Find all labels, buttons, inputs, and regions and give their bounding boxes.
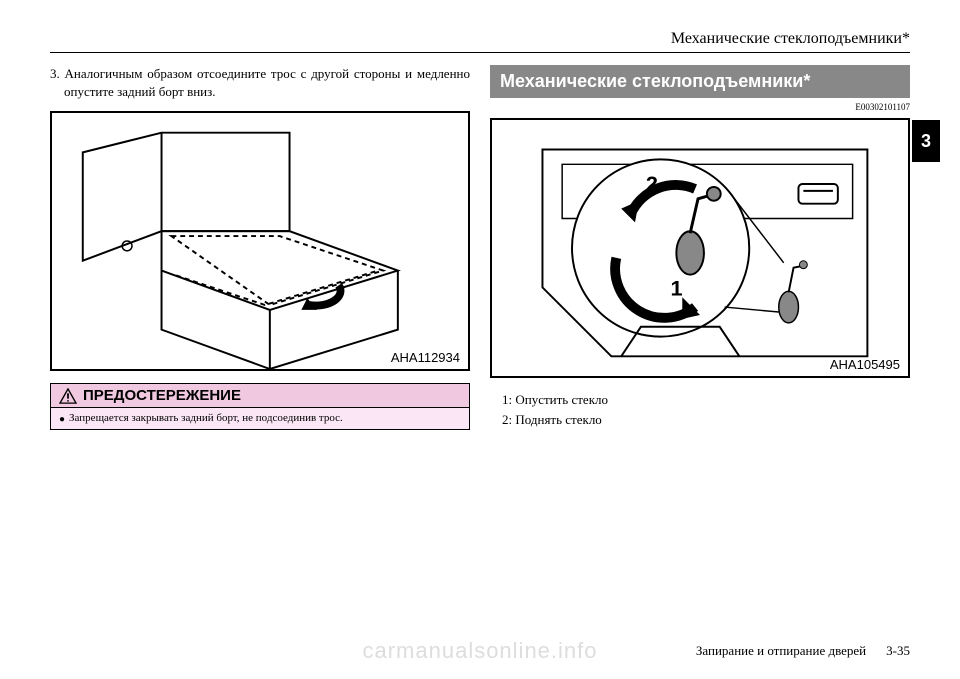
page-header: Механические стеклоподъемники* (50, 30, 910, 53)
warning-icon (59, 388, 77, 404)
crank-illustration: 2 1 (492, 120, 908, 376)
step-text: 3. Аналогичным образом отсоедините трос … (50, 65, 470, 101)
crank-number-2: 2 (646, 171, 658, 196)
doc-code: E00302101107 (490, 102, 910, 112)
caution-title: ПРЕДОСТЕРЕЖЕНИЕ (83, 387, 241, 404)
caution-box: ПРЕДОСТЕРЕЖЕНИЕ ● Запрещается закрывать … (50, 383, 470, 430)
figure-label-right: AHA105495 (830, 357, 900, 372)
legend-item-1: 1: Опустить стекло (502, 390, 910, 410)
content-area: 3. Аналогичным образом отсоедините трос … (50, 65, 910, 430)
right-column: Механические стеклоподъемники* E00302101… (490, 65, 910, 430)
page-footer: Запирание и отпирание дверей 3-35 (696, 643, 910, 659)
tailgate-illustration (52, 113, 468, 369)
crank-number-1: 1 (670, 275, 682, 300)
page-number: 3-35 (886, 643, 910, 659)
watermark: carmanualsonline.info (362, 638, 597, 664)
legend-item-2: 2: Поднять стекло (502, 410, 910, 430)
legend: 1: Опустить стекло 2: Поднять стекло (490, 390, 910, 429)
section-banner: Механические стеклоподъемники* (490, 65, 910, 98)
header-title: Механические стеклоподъемники* (671, 30, 910, 48)
side-tab: 3 (912, 120, 940, 162)
left-column: 3. Аналогичным образом отсоедините трос … (50, 65, 470, 430)
caution-text: Запрещается закрывать задний борт, не по… (69, 412, 343, 424)
figure-tailgate: AHA112934 (50, 111, 470, 371)
figure-window-crank: 2 1 AHA105495 (490, 118, 910, 378)
figure-label-left: AHA112934 (391, 350, 460, 365)
caution-body: ● Запрещается закрывать задний борт, не … (51, 408, 469, 429)
footer-chapter: Запирание и отпирание дверей (696, 643, 866, 659)
bullet-icon: ● (59, 414, 65, 425)
caution-header: ПРЕДОСТЕРЕЖЕНИЕ (51, 384, 469, 408)
